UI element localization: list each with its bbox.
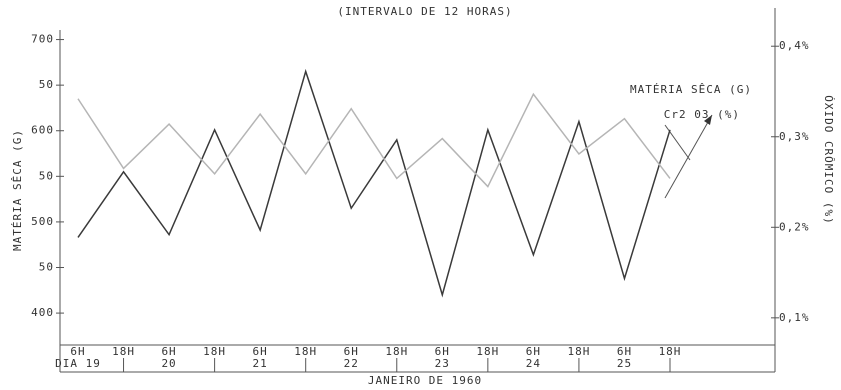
x-tick-label: 18H (385, 345, 408, 358)
x-tick-label: 18H (567, 345, 590, 358)
legend-pointer (664, 124, 691, 161)
day-label: 25 (617, 357, 632, 370)
day-label: 23 (435, 357, 450, 370)
y2-tick-label: 0,4% (779, 39, 810, 52)
y2-axis-label: ÓXIDO CRÔMICO (%) (822, 95, 835, 225)
x-tick-label: 18H (203, 345, 226, 358)
x-tick-label: 18H (294, 345, 317, 358)
day-label: 20 (161, 357, 176, 370)
day-label: 21 (253, 357, 268, 370)
series-line (77, 92, 671, 188)
x-axis-label: JANEIRO DE 1960 (368, 374, 482, 387)
x-tick-label: 6H (526, 345, 541, 358)
y-tick-label: 50 (39, 169, 54, 182)
day-label: 22 (344, 357, 359, 370)
legend-label: Cr2 03 (%) (664, 108, 740, 121)
chart-title: (INTERVALO DE 12 HORAS) (337, 5, 512, 18)
y-tick-label: 50 (39, 261, 54, 274)
y2-tick-label: 0,1% (779, 311, 810, 324)
series-line (77, 68, 671, 298)
x-tick-label: 6H (253, 345, 268, 358)
y-tick-label: 700 (31, 33, 54, 46)
x-tick-label: 6H (344, 345, 359, 358)
legend-label: MATÉRIA SÊCA (G) (630, 83, 752, 96)
legend-arrow (664, 114, 713, 199)
x-tick-label: 6H (435, 345, 450, 358)
y-axis-label: MATÉRIA SÊCA (G) (11, 129, 24, 251)
x-tick-label: 6H (70, 345, 85, 358)
y-tick-label: 50 (39, 78, 54, 91)
day-label: DIA 19 (55, 357, 101, 370)
x-tick-label: 18H (476, 345, 499, 358)
x-tick-label: 18H (659, 345, 682, 358)
y2-tick-label: 0,3% (779, 130, 810, 143)
legend-arrowhead (704, 115, 712, 125)
x-tick-label: 6H (161, 345, 176, 358)
y2-tick-label: 0,2% (779, 220, 810, 233)
day-label: 24 (526, 357, 541, 370)
x-tick-label: 6H (617, 345, 632, 358)
y-tick-label: 600 (31, 124, 54, 137)
y-tick-label: 400 (31, 306, 54, 319)
x-tick-label: 18H (112, 345, 135, 358)
y-tick-label: 500 (31, 215, 54, 228)
